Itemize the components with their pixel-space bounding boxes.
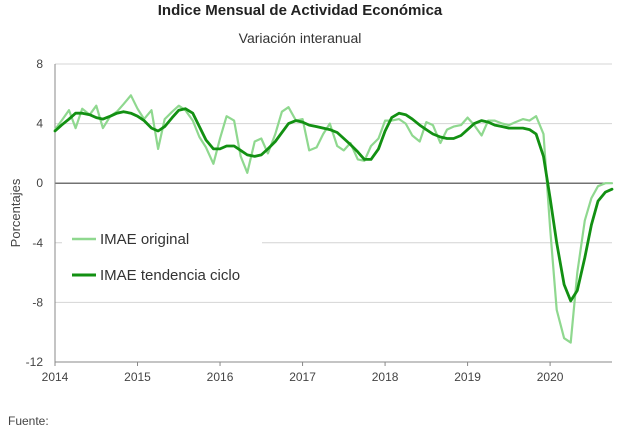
chart-subtitle: Variación interanual <box>238 30 362 46</box>
legend-box <box>62 212 262 296</box>
y-axis-label: Porcentajes <box>8 178 23 247</box>
legend-label-imae-tendencia-ciclo: IMAE tendencia ciclo <box>100 267 240 284</box>
x-tick-label: 2020 <box>537 370 564 384</box>
x-tick-label: 2015 <box>124 370 151 384</box>
y-tick-label: 0 <box>36 176 43 190</box>
x-tick-label: 2017 <box>289 370 316 384</box>
x-tick-label: 2018 <box>372 370 399 384</box>
y-tick-label: -12 <box>26 355 44 369</box>
chart-title: Indice Mensual de Actividad Económica <box>157 2 443 19</box>
source-note: Fuente: <box>8 414 49 428</box>
x-tick-label: 2016 <box>207 370 234 384</box>
x-tick-label: 2019 <box>454 370 481 384</box>
y-tick-label: -4 <box>32 236 43 250</box>
x-tick-label: 2014 <box>42 370 69 384</box>
legend-label-imae-original: IMAE original <box>100 231 189 248</box>
series-line-imae-original <box>53 94 614 344</box>
y-tick-label: -8 <box>32 295 43 309</box>
y-tick-label: 8 <box>36 57 43 71</box>
y-tick-label: 4 <box>36 117 43 131</box>
series-line-imae-tendencia-ciclo <box>53 107 614 303</box>
